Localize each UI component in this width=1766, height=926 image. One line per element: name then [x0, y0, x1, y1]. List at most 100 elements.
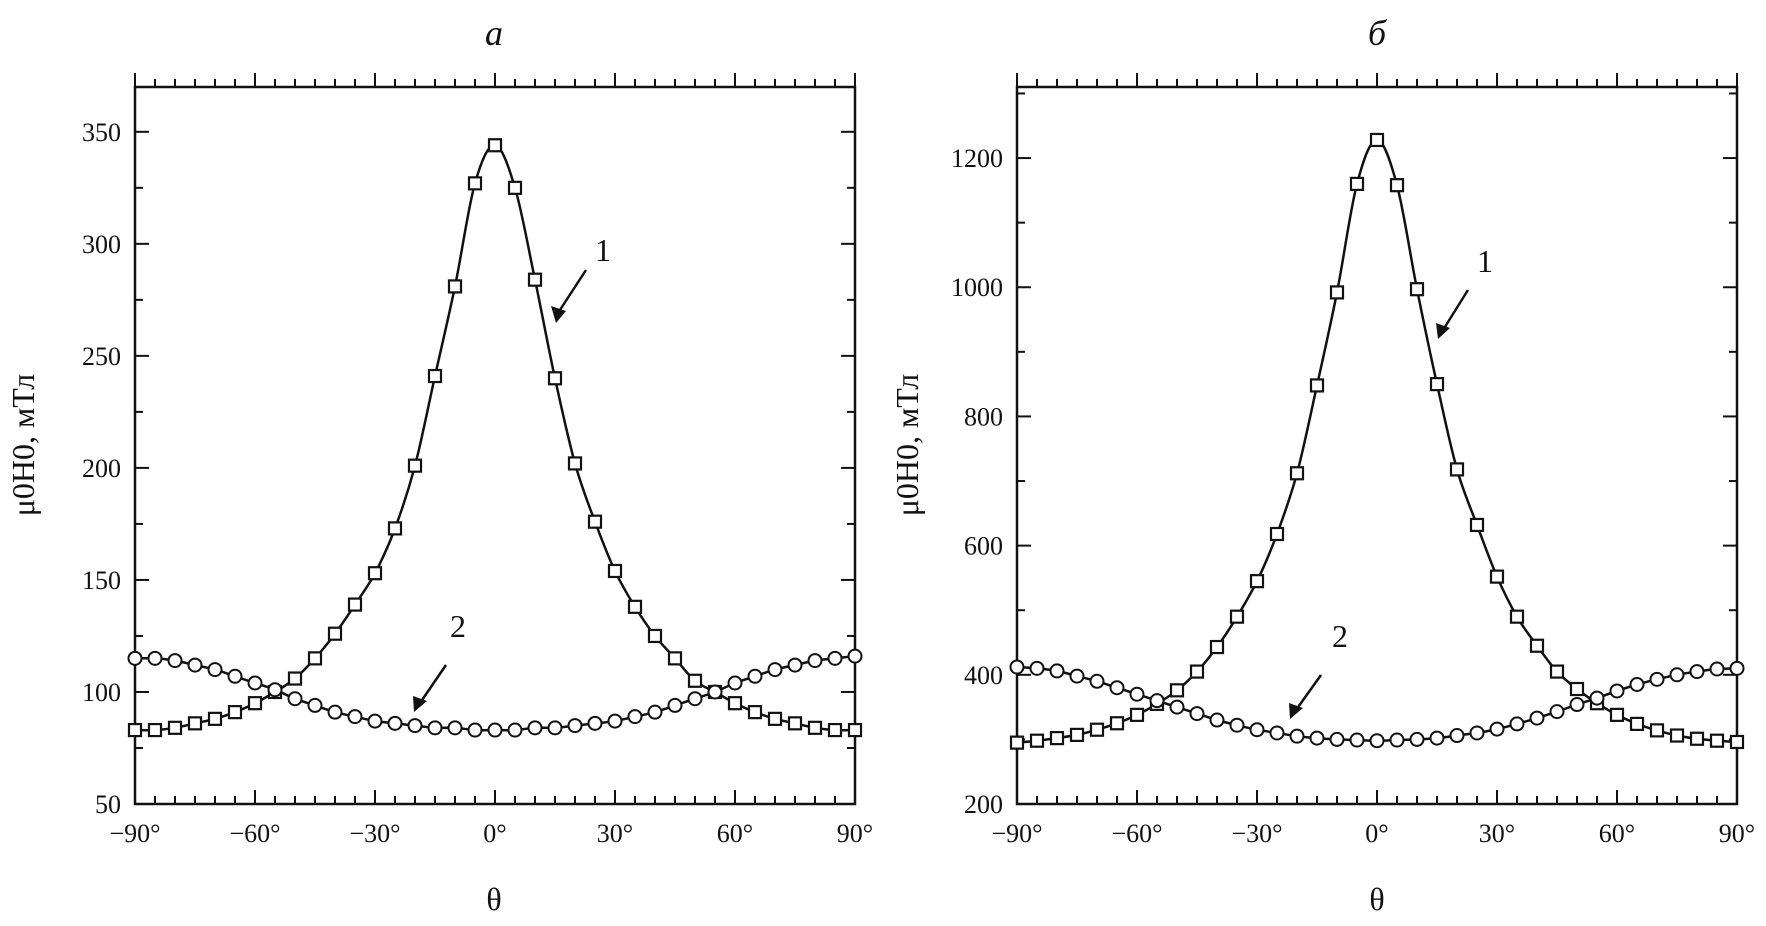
x-tick-label: 0°: [1365, 819, 1388, 848]
series-2-point: [1469, 725, 1485, 741]
x-tick-label: 60°: [717, 819, 753, 848]
x-tick-labels: −90° −60° −30° 0° 30° 60° 90°: [991, 819, 1755, 848]
series-1-point: [1569, 681, 1585, 697]
series-1-point: [147, 722, 163, 738]
series-2-point: [1669, 667, 1685, 683]
series-2-point: [487, 722, 503, 738]
series-1-point: [1249, 574, 1265, 589]
x-tick-label: −60°: [229, 819, 280, 848]
series-1-point: [1429, 377, 1445, 392]
series-2-point: [467, 722, 483, 738]
series-2-point: [1629, 677, 1645, 692]
series-2-point: [1389, 732, 1405, 748]
series-2-point: [127, 650, 143, 666]
y-tick-label: 600: [964, 532, 1003, 561]
series-2-point: [767, 662, 783, 678]
annotation-arrow-2: [1289, 674, 1323, 719]
series-2-point: [527, 720, 543, 736]
series-1-point: [1709, 733, 1725, 748]
annotation-label-1: 1: [595, 232, 611, 268]
series-2-point: [287, 691, 303, 707]
series-2-point: [1089, 673, 1105, 689]
series-1-point: [1209, 639, 1225, 655]
series-1-point: [767, 711, 783, 726]
series-2-point: [607, 713, 623, 729]
series-2-point: [1009, 659, 1025, 675]
series-1-point: [167, 720, 183, 735]
series-2-point: [1449, 728, 1465, 744]
series-1-point: [1609, 707, 1625, 722]
series-2-point: [1249, 722, 1265, 738]
series-markers: [1009, 132, 1745, 750]
y-tick-label: 800: [964, 402, 1003, 431]
series-1-point: [1509, 609, 1525, 624]
series-2-point: [1589, 690, 1605, 706]
series-2-line: [134, 654, 856, 732]
series-2-point: [327, 704, 343, 720]
series-1-point: [1669, 728, 1685, 743]
y-tick-label: 1000: [951, 273, 1003, 302]
x-tick-label: 60°: [1599, 819, 1635, 848]
series-lines: [1016, 138, 1738, 744]
series-2-point: [1209, 712, 1225, 728]
series-2-point: [807, 653, 823, 669]
annotation-arrow-1: [551, 269, 588, 323]
y-tick-label: 100: [82, 678, 121, 707]
series-2-point: [627, 709, 643, 725]
x-tick-label: 30°: [1479, 819, 1515, 848]
plot-frame: [133, 85, 857, 806]
annotation-arrow-2: [413, 664, 448, 712]
series-1-point: [207, 711, 223, 726]
series-2-point: [1649, 671, 1665, 687]
series-1-point: [1129, 707, 1145, 722]
series-2-point: [587, 715, 603, 731]
series-1-point: [1629, 716, 1645, 732]
y-tick-label: 400: [964, 661, 1003, 690]
series-1-point: [467, 176, 483, 191]
x-tick-label: 30°: [597, 819, 633, 848]
series-1-point: [1009, 735, 1025, 750]
series-2-point: [1489, 721, 1505, 737]
series-lines: [134, 144, 856, 732]
series-1-point: [587, 514, 603, 529]
series-1-point: [1169, 683, 1185, 698]
y-axis-title: μ0H0, мТл: [5, 374, 41, 516]
series-1-point: [387, 521, 403, 536]
series-2-point: [307, 697, 323, 713]
series-1-point: [487, 138, 503, 153]
series-2-point: [827, 650, 843, 666]
series-1-point: [667, 651, 683, 666]
series-1-point: [427, 368, 443, 384]
series-1-point: [1489, 569, 1505, 584]
series-1-point: [1649, 723, 1665, 738]
x-tick-label: 90°: [1719, 819, 1755, 848]
panel-letter: a: [485, 13, 503, 53]
series-1-point: [547, 371, 563, 386]
y-tick-labels: 200 400 600 800 1000 1200: [951, 144, 1003, 819]
series-2-point: [847, 648, 863, 664]
series-2-point: [1549, 704, 1565, 720]
series-1-point: [687, 673, 703, 688]
series-1-point: [1189, 664, 1205, 679]
series-1-point: [1689, 731, 1705, 746]
series-1-point: [1269, 526, 1285, 542]
y-tick-label: 300: [82, 230, 121, 259]
series-1-point: [1529, 638, 1545, 653]
series-2-point: [447, 720, 463, 736]
y-tick-labels: 50 100 150 200 250 300 350: [82, 118, 121, 819]
series-2-point: [547, 720, 563, 736]
series-1-point: [827, 722, 843, 738]
series-1-point: [1109, 716, 1125, 731]
series-2-point: [1529, 710, 1545, 726]
x-tick-label: −30°: [1231, 819, 1282, 848]
series-1-point: [727, 696, 743, 711]
y-tick-label: 150: [82, 566, 121, 595]
series-2-point: [1229, 717, 1245, 733]
x-axis-title: θ: [486, 881, 501, 917]
series-2-point: [1189, 706, 1205, 722]
series-2-point: [1369, 733, 1385, 749]
series-2-point: [147, 650, 163, 666]
y-axis-title: μ0H0, мТл: [889, 374, 925, 516]
series-1-point: [847, 722, 863, 738]
series-2-point: [1349, 732, 1365, 748]
